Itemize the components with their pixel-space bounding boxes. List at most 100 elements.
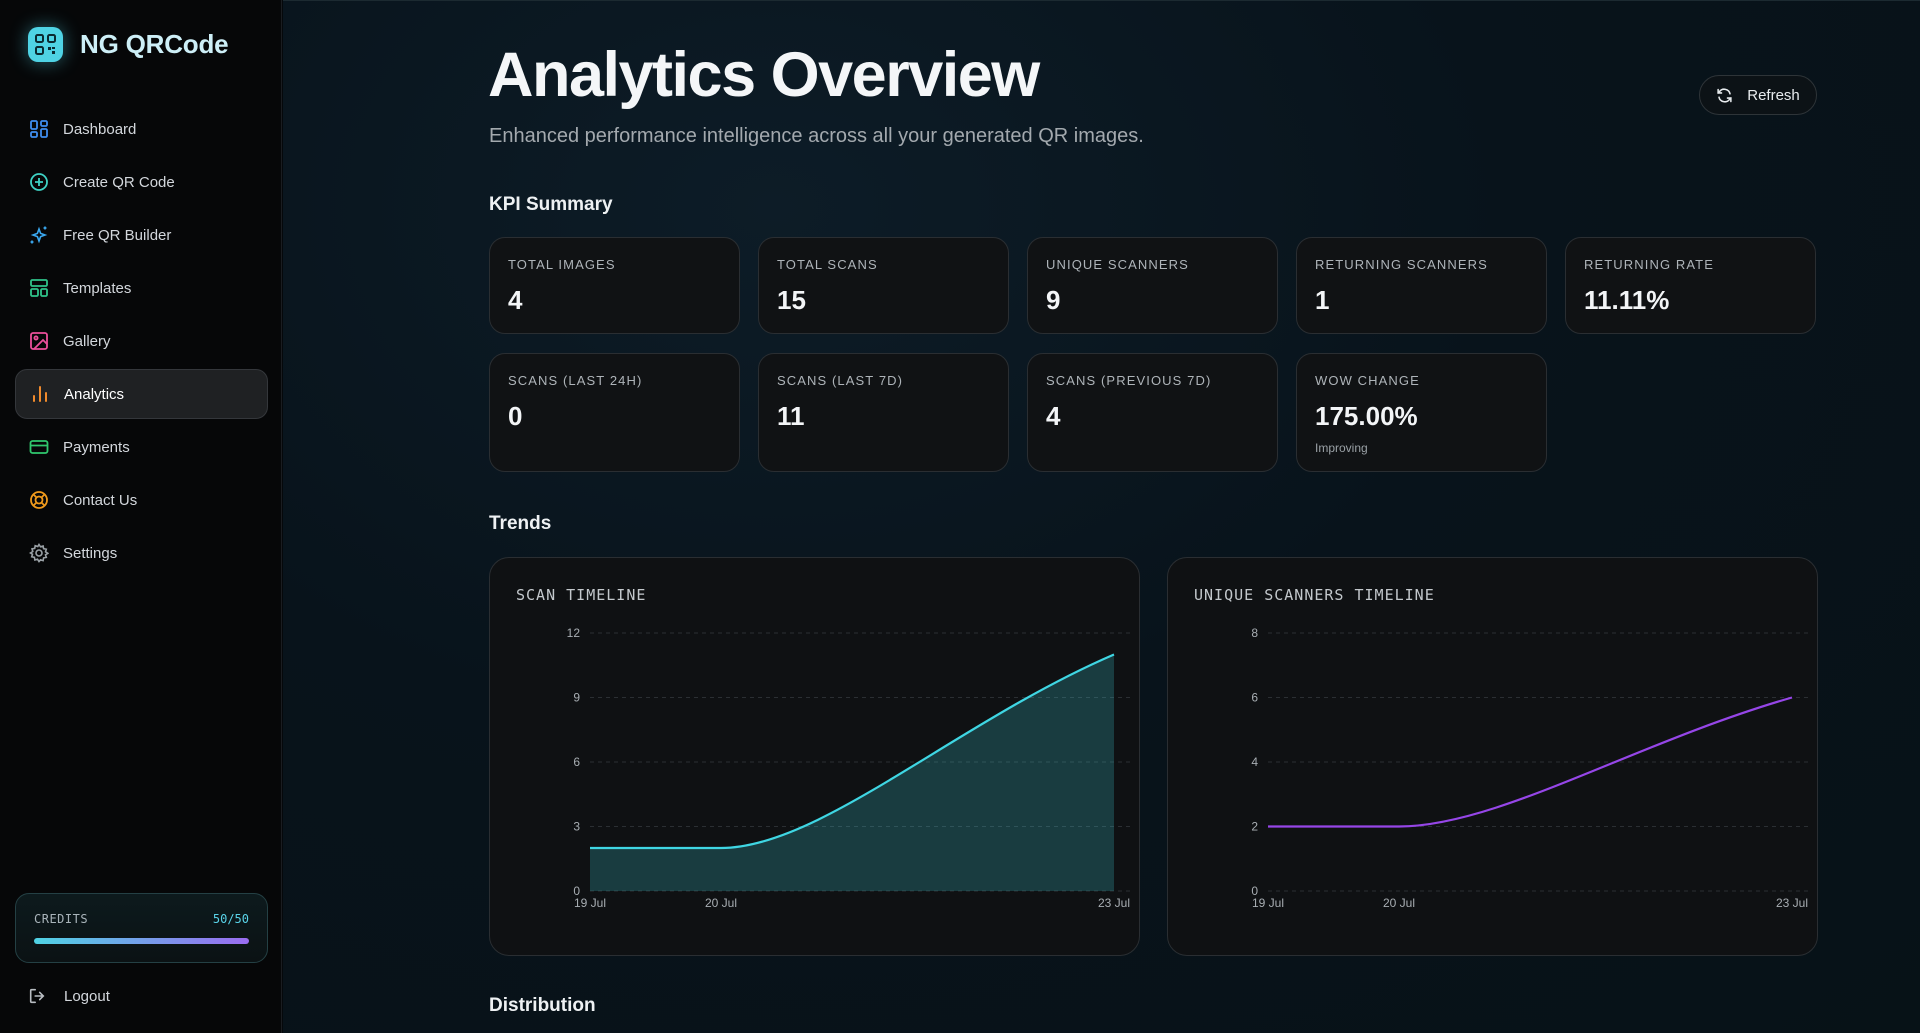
kpi-label: SCANS (LAST 7D) [777, 373, 904, 388]
unique-scanners-timeline-chart: 0 2 4 6 8 19 Jul 20 Jul 23 Jul [1251, 626, 1812, 910]
trends-section-title: Trends [489, 513, 552, 534]
x-tick-label: 19 Jul [1252, 896, 1284, 910]
kpi-label: UNIQUE SCANNERS [1046, 257, 1189, 272]
scan-timeline-card: SCAN TIMELINE 0 3 6 9 12 19 Jul 20 Jul 23 Jul [489, 557, 1140, 956]
kpi-label: RETURNING RATE [1584, 257, 1714, 272]
kpi-value: 11.11% [1584, 285, 1670, 315]
sidebar-item-create-qr-code[interactable]: Create QR Code [15, 157, 268, 207]
kpi-value: 11 [777, 401, 805, 431]
page-subtitle: Enhanced performance intelligence across… [489, 125, 1144, 147]
credits-progress-bar [34, 938, 249, 944]
chart-title: SCAN TIMELINE [516, 586, 647, 604]
bar-chart-icon [29, 383, 51, 405]
sidebar-item-label: Analytics [64, 385, 125, 403]
kpi-card-wow-change: WOW CHANGE 175.00% Improving [1296, 353, 1547, 472]
y-tick-label: 6 [1251, 691, 1258, 705]
kpi-card-scans-last-24h: SCANS (LAST 24H) 0 [489, 353, 740, 472]
kpi-value: 4 [508, 285, 523, 315]
app-name: NG QRCode [80, 29, 229, 59]
sidebar-item-label: Payments [63, 438, 130, 456]
kpi-label: RETURNING SCANNERS [1315, 257, 1488, 272]
kpi-card-total-images: TOTAL IMAGES 4 [489, 237, 740, 334]
kpi-label: SCANS (PREVIOUS 7D) [1046, 373, 1212, 388]
kpi-card-returning-scanners: RETURNING SCANNERS 1 [1296, 237, 1547, 334]
sidebar-item-gallery[interactable]: Gallery [15, 316, 268, 366]
refresh-label: Refresh [1747, 86, 1800, 104]
kpi-value: 175.00% [1315, 401, 1418, 431]
plus-circle-icon [28, 171, 50, 193]
kpi-value: 0 [508, 401, 523, 431]
life-buoy-icon [28, 489, 50, 511]
sidebar-item-label: Create QR Code [63, 173, 175, 191]
y-tick-label: 4 [1251, 755, 1258, 769]
logout-button[interactable]: Logout [28, 987, 110, 1005]
logout-label: Logout [64, 987, 110, 1005]
kpi-card-total-scans: TOTAL SCANS 15 [758, 237, 1009, 334]
logout-icon [28, 987, 46, 1005]
sidebar-item-dashboard[interactable]: Dashboard [15, 104, 268, 154]
sidebar-item-label: Contact Us [63, 491, 138, 509]
sidebar-item-templates[interactable]: Templates [15, 263, 268, 313]
sidebar-item-label: Dashboard [63, 120, 137, 138]
credit-card-icon [28, 436, 50, 458]
qr-logo-icon [28, 27, 63, 62]
y-tick-label: 2 [1251, 820, 1258, 834]
kpi-label: WOW CHANGE [1315, 373, 1420, 388]
y-tick-label: 3 [573, 820, 580, 834]
scan-timeline-chart: 0 3 6 9 12 19 Jul 20 Jul 23 Jul [567, 626, 1134, 910]
y-tick-label: 0 [1251, 884, 1258, 898]
sidebar: NG QRCode Dashboard Create QR Code [0, 0, 282, 1033]
kpi-label: SCANS (LAST 24H) [508, 373, 643, 388]
sidebar-item-label: Gallery [63, 332, 111, 350]
x-tick-label: 19 Jul [574, 896, 606, 910]
sidebar-item-settings[interactable]: Settings [15, 528, 268, 578]
series-line [1268, 696, 1793, 828]
x-tick-label: 23 Jul [1098, 896, 1130, 910]
kpi-section-title: KPI Summary [489, 194, 613, 215]
refresh-icon [1716, 87, 1733, 104]
kpi-value: 1 [1315, 285, 1330, 315]
sidebar-item-analytics[interactable]: Analytics [15, 369, 268, 419]
kpi-trend-note: Improving [1315, 441, 1368, 455]
brand[interactable]: NG QRCode [28, 27, 229, 62]
y-tick-label: 12 [567, 626, 581, 640]
sidebar-item-contact-us[interactable]: Contact Us [15, 475, 268, 525]
y-tick-label: 6 [573, 755, 580, 769]
sidebar-item-label: Templates [63, 279, 132, 297]
kpi-label: TOTAL SCANS [777, 257, 878, 272]
refresh-button[interactable]: Refresh [1699, 75, 1817, 115]
kpi-value: 9 [1046, 285, 1061, 315]
series-area [590, 654, 1114, 891]
main-content: Analytics Overview Enhanced performance … [283, 0, 1920, 1033]
dashboard-grid-icon [28, 118, 50, 140]
unique-scanners-timeline-card: UNIQUE SCANNERS TIMELINE 0 2 4 6 8 19 Jul 20 J… [1167, 557, 1818, 956]
sidebar-item-label: Free QR Builder [63, 226, 172, 244]
chart-title: UNIQUE SCANNERS TIMELINE [1194, 586, 1435, 604]
credits-widget: CREDITS 50/50 [15, 893, 268, 963]
y-tick-label: 8 [1251, 626, 1258, 640]
sidebar-item-free-qr-builder[interactable]: Free QR Builder [15, 210, 268, 260]
x-tick-label: 20 Jul [1383, 896, 1415, 910]
page-title: Analytics Overview [488, 40, 1040, 110]
gear-icon [28, 542, 50, 564]
y-tick-label: 0 [573, 884, 580, 898]
kpi-label: TOTAL IMAGES [508, 257, 616, 272]
sidebar-item-payments[interactable]: Payments [15, 422, 268, 472]
image-icon [28, 330, 50, 352]
kpi-card-returning-rate: RETURNING RATE 11.11% [1565, 237, 1816, 334]
kpi-card-scans-last-7d: SCANS (LAST 7D) 11 [758, 353, 1009, 472]
kpi-value: 4 [1046, 401, 1061, 431]
x-tick-label: 20 Jul [705, 896, 737, 910]
kpi-card-scans-previous-7d: SCANS (PREVIOUS 7D) 4 [1027, 353, 1278, 472]
credits-count: 50/50 [212, 912, 249, 926]
kpi-card-unique-scanners: UNIQUE SCANNERS 9 [1027, 237, 1278, 334]
sidebar-item-label: Settings [63, 544, 118, 562]
sparkles-icon [28, 224, 50, 246]
x-tick-label: 23 Jul [1776, 896, 1808, 910]
series-line [590, 653, 1115, 850]
credits-label: CREDITS [34, 912, 89, 926]
distribution-section-title: Distribution [489, 995, 596, 1016]
y-tick-label: 9 [573, 691, 580, 705]
layout-template-icon [28, 277, 50, 299]
kpi-value: 15 [777, 285, 806, 315]
